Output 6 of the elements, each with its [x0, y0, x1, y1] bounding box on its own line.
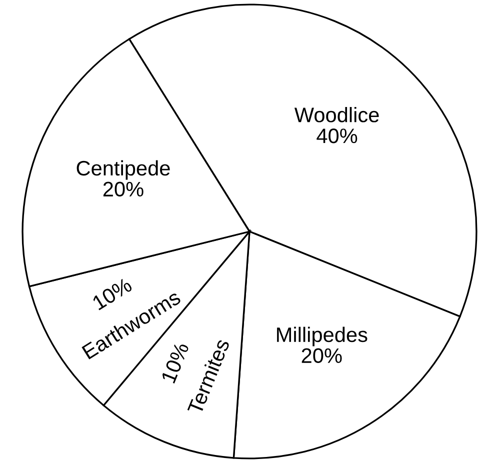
data-label: 40%: [316, 128, 358, 144]
data-label: 20%: [103, 182, 144, 197]
slice-label: Woodlice: [294, 107, 379, 122]
data-label: 20%: [302, 348, 342, 364]
slice-label: Millipedes: [277, 326, 368, 346]
slice-label: Centipede: [76, 160, 170, 180]
